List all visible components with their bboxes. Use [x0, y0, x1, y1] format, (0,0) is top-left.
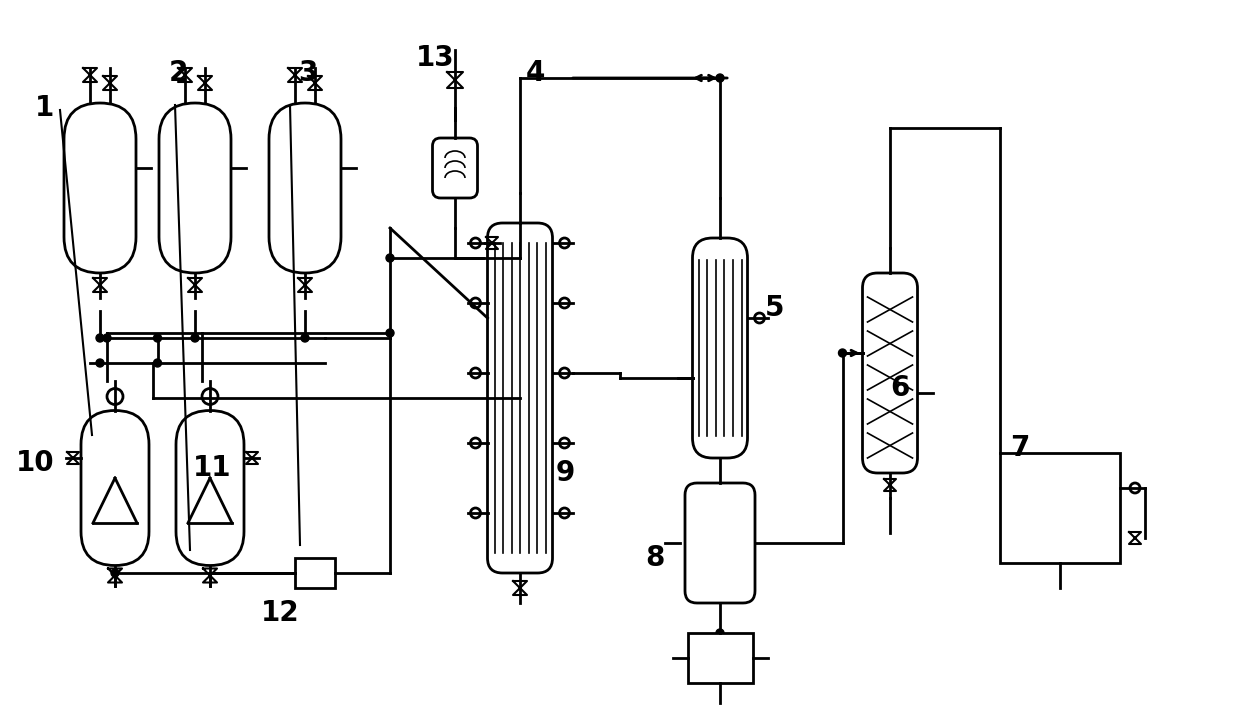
FancyBboxPatch shape [863, 273, 918, 473]
Circle shape [386, 329, 394, 337]
Text: 6: 6 [890, 374, 910, 402]
Text: 9: 9 [556, 459, 574, 487]
FancyBboxPatch shape [159, 103, 231, 273]
Circle shape [838, 349, 847, 357]
Bar [999, 453, 1120, 563]
FancyBboxPatch shape [692, 238, 748, 458]
Circle shape [386, 254, 394, 262]
Text: 3: 3 [299, 59, 317, 87]
Text: 12: 12 [260, 599, 299, 627]
Circle shape [715, 74, 724, 82]
FancyBboxPatch shape [64, 103, 136, 273]
Circle shape [154, 359, 161, 367]
Bar [295, 558, 335, 588]
Text: 4: 4 [526, 59, 544, 87]
Bar [687, 633, 753, 683]
Circle shape [103, 334, 112, 342]
Text: 10: 10 [16, 449, 55, 477]
FancyBboxPatch shape [81, 411, 149, 566]
Text: 11: 11 [192, 454, 231, 482]
FancyBboxPatch shape [487, 223, 553, 573]
Text: 7: 7 [1011, 434, 1029, 462]
Circle shape [191, 334, 198, 342]
Circle shape [154, 334, 161, 342]
Circle shape [301, 334, 309, 342]
FancyBboxPatch shape [269, 103, 341, 273]
Text: 2: 2 [169, 59, 187, 87]
FancyBboxPatch shape [433, 138, 477, 198]
Text: 1: 1 [36, 94, 55, 122]
FancyBboxPatch shape [684, 483, 755, 603]
Circle shape [715, 629, 724, 637]
Text: 8: 8 [645, 544, 665, 572]
Text: 5: 5 [765, 294, 785, 322]
Circle shape [95, 359, 104, 367]
Text: 13: 13 [415, 44, 454, 72]
FancyBboxPatch shape [176, 411, 244, 566]
Circle shape [95, 334, 104, 342]
Circle shape [112, 569, 119, 577]
